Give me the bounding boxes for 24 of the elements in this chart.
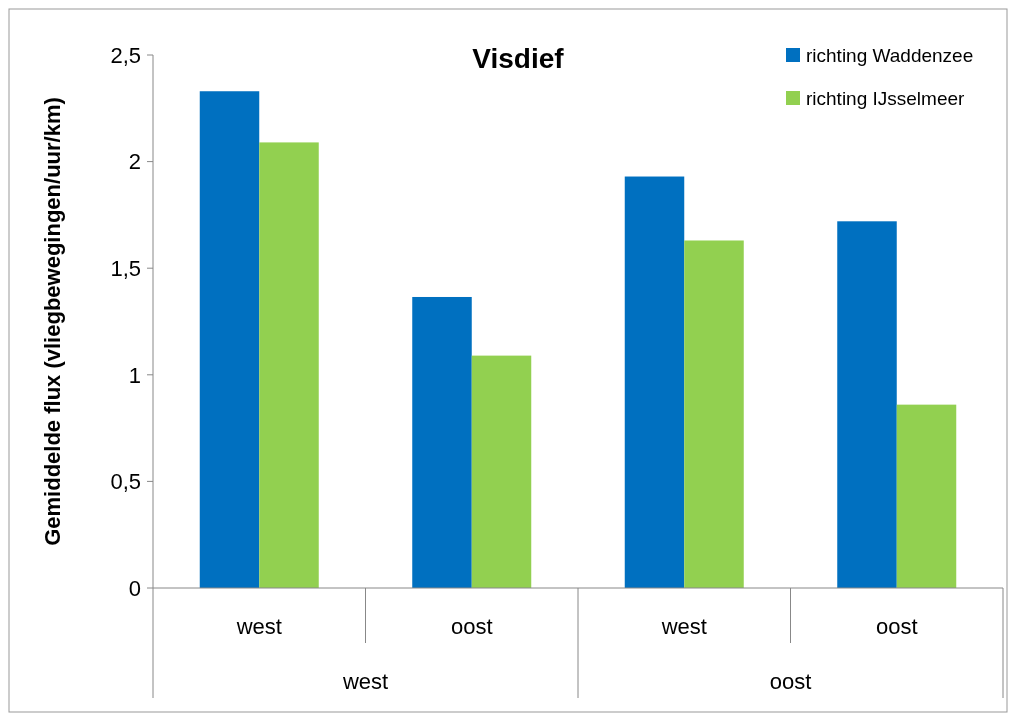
text: west — [341, 669, 389, 694]
x-tick-label: west — [235, 614, 282, 639]
bar — [837, 221, 897, 588]
x-tick-label: oost — [450, 614, 493, 639]
bar — [896, 404, 957, 588]
bar — [684, 240, 744, 588]
bar — [624, 176, 685, 588]
bar — [471, 355, 532, 588]
y-axis-title: Gemiddelde flux (vliegbewegingen/uur/km) — [40, 97, 65, 546]
legend-label: richting IJsselmeer — [806, 87, 966, 109]
y-tick-label: 0,5 — [110, 469, 141, 495]
bar — [412, 296, 472, 588]
y-tick-label: 1 — [128, 362, 141, 388]
x-tick-label: west — [660, 614, 707, 639]
chart-title: Visdief — [472, 43, 565, 74]
y-tick-label: 2,5 — [110, 42, 141, 68]
y-tick-label: 2 — [128, 149, 141, 175]
x-tick-label: oost — [875, 614, 918, 639]
bar — [259, 142, 319, 588]
y-tick-label: 1,5 — [110, 255, 141, 281]
y-tick-label: 0 — [128, 575, 141, 601]
text: oost — [769, 669, 812, 694]
legend-label: richting Waddenzee — [806, 44, 974, 66]
bar — [199, 91, 260, 588]
